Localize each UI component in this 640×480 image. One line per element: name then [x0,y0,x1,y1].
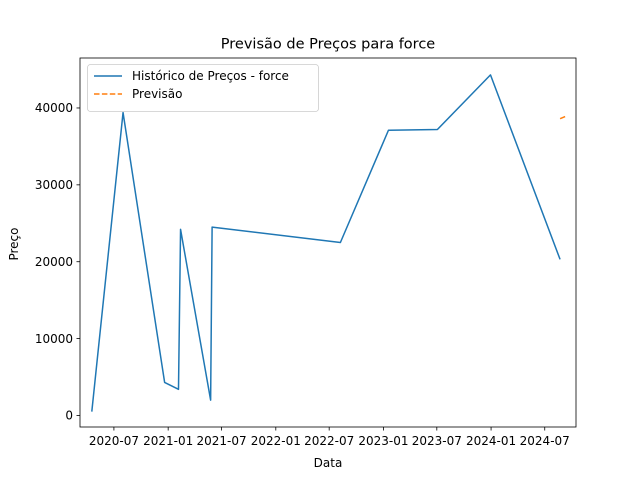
series-line-1 [559,114,568,120]
chart-title: Previsão de Preços para force [221,37,436,53]
x-tick-label: 2023-07 [412,434,462,448]
y-tick-label: 40000 [35,101,73,115]
y-tick-label: 0 [65,409,73,423]
x-tick-label: 2024-01 [466,434,516,448]
y-tick-label: 10000 [35,332,73,346]
axes-frame [79,57,577,428]
legend-box [87,64,319,112]
y-axis-label: Preço [7,227,21,260]
x-tick-label: 2023-01 [358,434,408,448]
y-tick-label: 30000 [35,178,73,192]
x-tick-label: 2021-07 [196,434,246,448]
x-tick-label: 2020-07 [89,434,139,448]
series-line-0 [91,74,561,412]
legend-label-0: Histórico de Preços - force [132,69,289,83]
x-axis-label: Data [314,456,343,470]
x-tick-label: 2022-07 [304,434,354,448]
legend-label-1: Previsão [132,87,182,101]
y-tick-label: 20000 [35,255,73,269]
x-tick-label: 2021-01 [143,434,193,448]
plot-area: 0 10000 20000 30000 40000 2020-07 2021-01 2021-… [35,57,577,448]
legend: Histórico de Preços - force Previsão [87,64,319,112]
x-tick-label: 2022-01 [251,434,301,448]
x-tick-label: 2024-07 [520,434,570,448]
